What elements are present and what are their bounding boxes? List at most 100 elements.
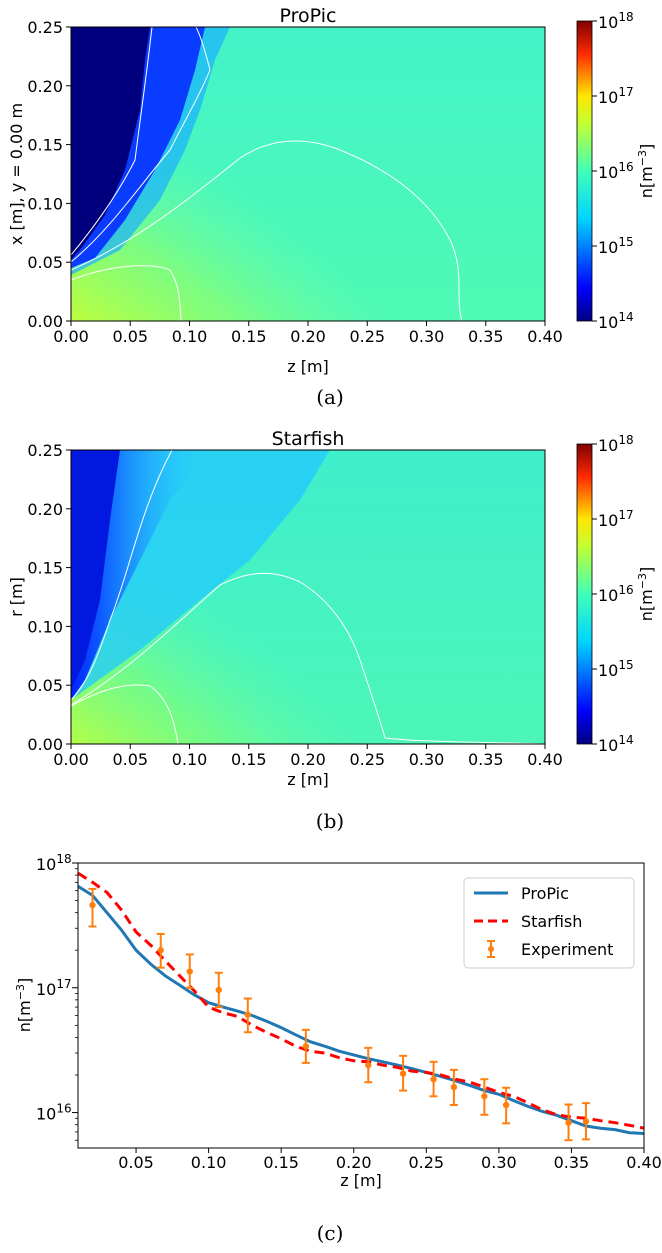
panel-b: 0.00 0.05 0.10 0.15 0.20 0.25 0.30 0.35 0.40 0.00… [7,428,656,833]
legend-experiment-swatch [487,940,495,958]
experiment-point [215,986,222,994]
experiment-point [302,1043,310,1050]
x-tick-label: 0.00 [53,750,89,769]
experiment-errorbar [214,971,223,1009]
axes-b: 0.00 0.05 0.10 0.15 0.20 0.25 0.30 0.35 0.40 0.00… [27,441,562,769]
legend-propic-label: ProPic [521,884,569,903]
y-tick-label: 0.20 [27,77,63,96]
heatmap-a [71,27,545,321]
experiment-point [186,968,193,975]
caption-b: (b) [316,809,344,833]
x-tick-label: 0.05 [118,1153,154,1172]
x-tick-label: 0.10 [172,327,208,346]
experiment-errorbar [449,1068,458,1106]
x-tick-label: 0.20 [290,327,326,346]
y-tick-label: 0.00 [27,312,63,331]
y-tick-label: 0.25 [27,18,63,37]
caption-a: (a) [316,385,344,409]
colorbar-tick-label: 1017 [598,508,634,530]
title-b: Starfish [272,428,345,450]
y-tick-label: 0.25 [27,441,63,460]
x-tick-label: 0.10 [191,1153,227,1172]
experiment-errorbar [243,997,252,1034]
x-tick-label: 0.30 [409,750,445,769]
panel-a: 0.00 0.05 0.10 0.15 0.20 0.25 0.30 0.35 0.40 0.00… [7,5,656,409]
experiment-point [399,1070,407,1077]
ylabel-b: r [m] [7,577,26,617]
experiment-point [365,1061,372,1069]
y-tick-label: 0.20 [27,500,63,519]
starfish-line [78,871,644,1130]
y-tick-label: 1018 [36,852,72,874]
x-tick-label: 0.30 [481,1153,517,1172]
x-tick-label: 0.25 [349,327,385,346]
x-tick-label: 0.20 [336,1153,372,1172]
experiment-point [502,1101,510,1109]
panel-c: 0.05 0.10 0.15 0.20 0.25 0.30 0.35 0.40 1016 1017… [14,852,662,1245]
contours-a [71,27,463,321]
y-tick-label: 0.05 [27,676,63,695]
ylabel-c: n[m−3] [14,978,34,1032]
colorbar-tick-label: 1016 [598,583,634,605]
experiment-errorbar [502,1086,511,1125]
colorbar-tick-label: 1015 [598,235,634,257]
experiment-errorbar [301,1028,310,1064]
experiment-point [565,1119,572,1126]
experiment-errorbar [480,1078,489,1116]
colorbar-label-a: n[m−3] [636,144,656,198]
x-tick-label: 0.15 [231,750,267,769]
axes-c: 0.05 0.10 0.15 0.20 0.25 0.30 0.35 0.40 1016 1017… [36,852,662,1172]
x-tick-label: 0.35 [554,1153,590,1172]
colorbar-b: 1014 1015 1016 1017 1018 n[m−3] [576,433,656,755]
legend-experiment-label: Experiment [521,940,613,959]
experiment-point [481,1093,488,1100]
xlabel-a: z [m] [287,357,329,376]
axes-a: 0.00 0.05 0.10 0.15 0.20 0.25 0.30 0.35 0.40 0.00… [27,18,562,346]
y-tick-label: 1017 [36,977,72,999]
experiment-errorbar [364,1046,373,1084]
y-tick-label: 1016 [36,1102,72,1124]
experiment-errorbar [564,1103,573,1142]
colorbar-tick-label: 1016 [598,160,634,182]
experiment-point [244,1011,252,1018]
y-tick-label: 0.15 [27,136,63,155]
x-tick-label: 0.10 [172,750,208,769]
colorbar-tick-label: 1018 [598,10,634,32]
colorbar-tick-label: 1014 [598,310,634,332]
colorbar-label-b: n[m−3] [636,567,656,621]
x-tick-label: 0.15 [231,327,267,346]
colorbar-tick-label: 1018 [598,433,634,455]
title-a: ProPic [280,5,337,27]
colorbar-a: 1014 1015 1016 1017 1018 n[m−3] [576,10,656,332]
x-tick-label: 0.30 [409,327,445,346]
colorbar-tick-label: 1015 [598,658,634,680]
x-tick-label: 0.25 [349,750,385,769]
y-tick-label: 0.10 [27,194,63,213]
x-tick-label: 0.40 [527,327,563,346]
x-tick-label: 0.00 [53,327,89,346]
x-tick-label: 0.25 [408,1153,444,1172]
x-tick-label: 0.35 [468,327,504,346]
line-plot-c [78,871,644,1142]
xlabel-b: z [m] [287,770,329,789]
experiment-errorbar [185,953,194,989]
experiment-errorbar [88,887,97,928]
x-tick-label: 0.40 [626,1153,662,1172]
experiment-errorbar [581,1102,590,1141]
experiment-point [89,901,96,909]
ylabel-a: x [m], y = 0.00 m [7,103,26,245]
y-tick-label: 0.05 [27,253,63,272]
legend-c: ProPic Starfish Experiment [463,877,635,969]
x-tick-label: 0.05 [112,750,148,769]
xlabel-c: z [m] [340,1171,382,1190]
colorbar-tick-label: 1014 [598,733,634,755]
experiment-errorbar [156,932,165,969]
caption-c: (c) [317,1221,344,1245]
x-tick-label: 0.05 [112,327,148,346]
y-tick-label: 0.00 [27,735,63,754]
experiment-point [582,1118,590,1125]
experiment-point [430,1076,437,1083]
colorbar-tick-label: 1017 [598,85,634,107]
x-tick-label: 0.20 [290,750,326,769]
